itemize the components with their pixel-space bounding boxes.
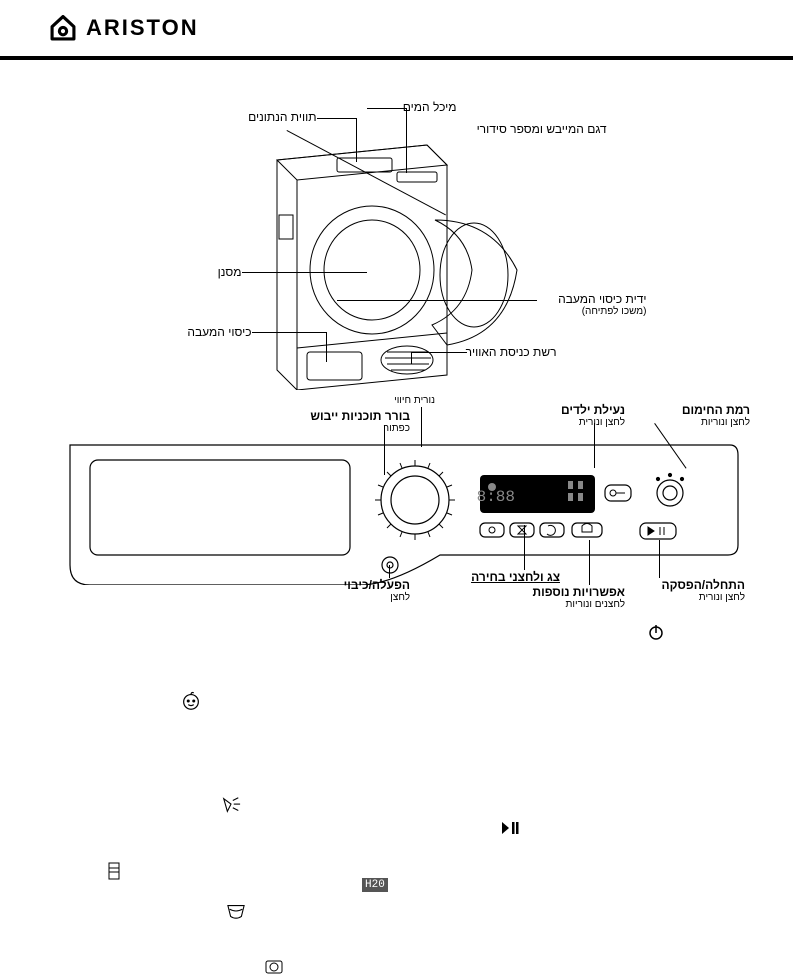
- label-air-intake: רשת כניסת האוויר: [466, 345, 557, 359]
- label-options-sub: לחצנים ונוריות: [532, 599, 625, 610]
- label-cover-handle: ידית כיסוי המעבה (משכו לפתיחה): [558, 292, 646, 317]
- filter-slot-icon: [108, 862, 120, 885]
- spray-icon: [220, 795, 242, 820]
- label-heat-level-sub: לחצן ונוריות: [682, 417, 750, 428]
- label-water-container: מיכל המים: [403, 100, 457, 114]
- label-start-pause: התחלה/הפסקה לחצן ונורית: [662, 578, 745, 603]
- label-start-pause-text: התחלה/הפסקה: [662, 578, 745, 592]
- label-data-plate: תווית הנתונים: [248, 110, 316, 124]
- control-panel-diagram: נורית חיווי בורר תוכניות ייבוש כפתור נעי…: [60, 395, 740, 615]
- label-filter: מסנן: [218, 265, 242, 279]
- label-heat-level: רמת החימום לחצן ונוריות: [682, 403, 750, 428]
- label-program-selector: בורר תוכניות ייבוש כפתור: [310, 409, 410, 434]
- label-condenser-cover: כיסוי המעבה: [187, 325, 251, 339]
- brand-lockup: ARISTON: [50, 15, 199, 41]
- label-options-text: אפשרויות נוספות: [532, 585, 625, 599]
- page-content: מיכל המים תווית הנתונים דגם המייבש ומספר…: [0, 60, 793, 970]
- label-on-off: הפעלה/כיבוי לחצן: [344, 578, 410, 603]
- basin-icon: [225, 902, 247, 925]
- label-options: אפשרויות נוספות לחצנים ונוריות: [532, 585, 625, 610]
- brand-name: ARISTON: [86, 15, 199, 41]
- label-cover-handle-sub: (משכו לפתיחה): [558, 306, 646, 317]
- label-on-off-sub: לחצן: [344, 592, 410, 603]
- page-header: ARISTON: [0, 0, 793, 60]
- misc-icons-area: H20: [0, 620, 793, 970]
- appliance-diagram: מיכל המים תווית הנתונים דגם המייבש ומספר…: [137, 100, 657, 390]
- label-child-lock-sub: לחצן ונורית: [561, 417, 625, 428]
- label-start-pause-sub: לחצן ונורית: [662, 592, 745, 603]
- label-on-off-text: הפעלה/כיבוי: [344, 578, 410, 592]
- label-cover-handle-text: ידית כיסוי המעבה: [558, 292, 646, 306]
- label-heat-level-text: רמת החימום: [682, 403, 750, 417]
- control-panel-svg: 8:88: [60, 435, 740, 585]
- label-child-lock: נעילת ילדים לחצן ונורית: [561, 403, 625, 428]
- label-indicator: נורית חיווי: [394, 395, 435, 406]
- label-display-select-text: צג ולחצני בחירה: [471, 570, 560, 584]
- display-digits: 8:88: [477, 488, 515, 506]
- label-program-selector-text: בורר תוכניות ייבוש: [310, 409, 410, 423]
- label-model-serial: דגם המייבש ומספר סידורי: [477, 122, 607, 136]
- baby-icon: [180, 690, 202, 717]
- play-pause-icon: [500, 820, 520, 841]
- appliance-svg: [137, 100, 657, 390]
- label-child-lock-text: נעילת ילדים: [561, 403, 625, 417]
- label-display-select: צג ולחצני בחירה: [471, 570, 560, 584]
- h2o-badge: H20: [362, 878, 388, 892]
- brand-logo-icon: [50, 15, 76, 41]
- label-program-selector-sub: כפתור: [310, 423, 410, 434]
